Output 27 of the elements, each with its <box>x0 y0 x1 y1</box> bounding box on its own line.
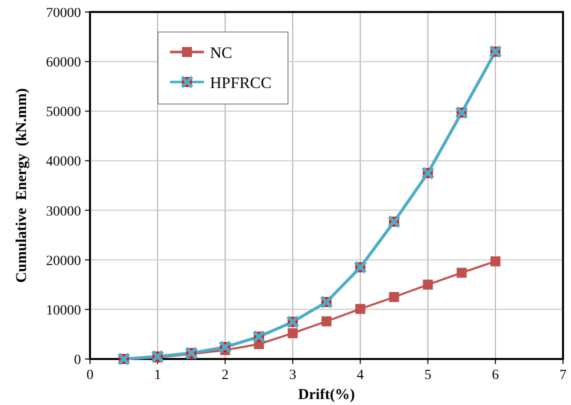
x-tick-label: 4 <box>356 368 364 383</box>
x-tick-label: 3 <box>289 368 296 383</box>
y-tick-label: 10000 <box>46 303 81 318</box>
point <box>422 280 433 290</box>
x-tick-label: 6 <box>492 368 499 383</box>
x-tick-label: 1 <box>154 368 162 383</box>
y-tick-label: 60000 <box>46 56 81 71</box>
legend-label: NC <box>210 45 232 62</box>
y-tick-label: 0 <box>74 353 81 368</box>
point <box>490 256 500 266</box>
point <box>355 304 366 314</box>
point <box>389 292 400 302</box>
y-axis-title: Cumulative Energy (kN.mm) <box>14 88 30 283</box>
x-tick-label: 2 <box>222 368 229 383</box>
legend-label: HPFRCC <box>210 75 272 92</box>
y-tick-label: 50000 <box>46 105 81 120</box>
x-tick-label: 5 <box>424 368 432 383</box>
point <box>322 316 332 326</box>
x-axis-title: Drift(%) <box>298 387 355 403</box>
y-tick-label: 30000 <box>46 204 81 220</box>
point <box>288 328 298 338</box>
x-tick-label: 0 <box>86 368 94 383</box>
y-tick-label: 70000 <box>46 6 81 21</box>
point <box>456 268 467 278</box>
y-tick-label: 40000 <box>46 154 81 170</box>
x-tick-label: 7 <box>560 368 566 383</box>
y-tick-label: 20000 <box>46 254 81 269</box>
